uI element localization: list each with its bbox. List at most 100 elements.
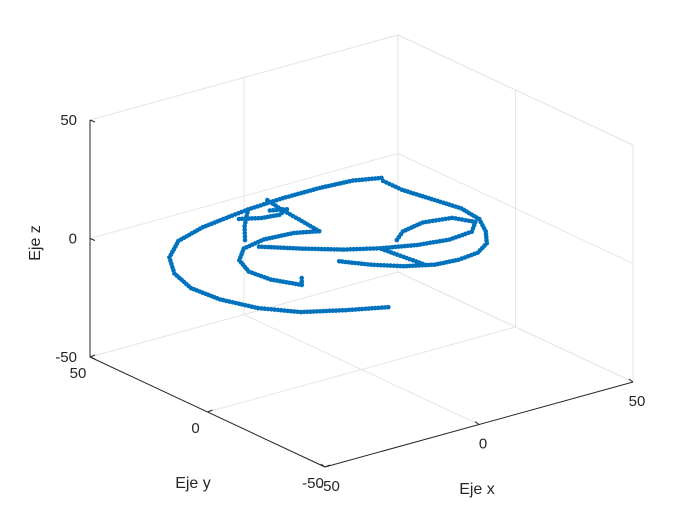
z-tick-label: -50 (55, 349, 77, 366)
data-point (372, 305, 378, 311)
data-point (381, 263, 387, 268)
data-point (394, 263, 400, 269)
z-tick-label: 0 (69, 231, 77, 248)
data-point (333, 308, 339, 313)
data-point (351, 246, 356, 252)
data-point (353, 307, 358, 312)
x-tick-mark (474, 421, 480, 425)
data-point (341, 247, 346, 252)
data-point (308, 309, 313, 315)
data-point (242, 230, 248, 236)
data-point (316, 246, 321, 252)
data-point (305, 309, 310, 315)
data-point (347, 247, 353, 252)
grid-line (207, 326, 516, 413)
y-axis-label: Eje y (175, 475, 211, 492)
data-point (350, 307, 355, 313)
data-point (269, 307, 274, 312)
data-point (312, 246, 318, 252)
data-points (167, 175, 490, 315)
axis-lines (89, 119, 634, 468)
data-point (338, 247, 343, 252)
data-point (394, 237, 400, 243)
data-point (265, 306, 271, 312)
data-point (340, 308, 345, 313)
grid-line (89, 153, 399, 239)
data-point (376, 305, 381, 311)
data-point (374, 246, 380, 251)
y-tick-mark (207, 409, 213, 413)
data-point (275, 307, 281, 313)
data-point (356, 306, 362, 312)
data-point (295, 309, 300, 315)
data-point (473, 219, 478, 225)
grid-lines (89, 77, 634, 425)
data-point (299, 279, 305, 284)
data-point (386, 304, 391, 310)
data-point (379, 305, 385, 310)
data-point (380, 178, 386, 184)
x-tick-label: 0 (479, 436, 487, 453)
data-point (391, 263, 397, 269)
data-point (259, 306, 264, 311)
z-tick-mark (89, 238, 96, 241)
data-point (288, 308, 294, 314)
data-point (262, 306, 268, 312)
y-tick-label: -50 (302, 475, 324, 492)
data-point (314, 309, 320, 314)
data-point (324, 308, 329, 314)
data-point (243, 216, 248, 221)
data-point (371, 246, 376, 251)
data-point (281, 207, 286, 212)
data-point (372, 262, 377, 268)
data-point (363, 306, 368, 312)
data-point (267, 208, 273, 213)
data-point (240, 216, 245, 222)
z-tick-label: 50 (60, 112, 77, 129)
data-point (378, 262, 384, 268)
data-point (398, 263, 403, 269)
data-point (385, 263, 390, 268)
data-point (299, 275, 305, 281)
x-tick-label: 50 (629, 393, 646, 410)
y-tick-label: 0 (191, 420, 199, 437)
data-point (242, 237, 248, 243)
data-point (367, 246, 373, 251)
data-point (242, 223, 247, 229)
data-point (344, 247, 350, 252)
grid-line (397, 153, 634, 264)
y-tick-mark (89, 354, 96, 358)
data-point (272, 307, 277, 312)
data-point (236, 216, 242, 222)
y-tick-label: 50 (70, 365, 87, 382)
y-tick-mark (324, 464, 331, 468)
data-point (463, 217, 468, 223)
data-point (322, 246, 327, 252)
data-point (453, 216, 458, 221)
data-point (357, 246, 363, 252)
data-point (300, 246, 305, 251)
data-point (252, 216, 258, 221)
z-tick-mark (89, 119, 96, 123)
data-point (306, 246, 312, 252)
data-point (242, 227, 247, 232)
data-point (331, 247, 337, 252)
x-tick-mark (320, 463, 326, 468)
data-point (343, 307, 349, 313)
z-tick-mark (89, 356, 96, 360)
data-point (361, 246, 366, 252)
data-point (274, 207, 280, 213)
data-point (364, 246, 370, 251)
data-point (298, 309, 304, 315)
z-axis-label: Eje z (27, 225, 44, 261)
data-point (328, 247, 334, 252)
data-point (242, 234, 248, 239)
data-point (271, 207, 276, 213)
data-point (277, 207, 283, 213)
data-point (284, 207, 290, 212)
data-point (330, 308, 336, 314)
data-point (292, 309, 297, 314)
x-axis-label: Eje x (459, 481, 495, 498)
